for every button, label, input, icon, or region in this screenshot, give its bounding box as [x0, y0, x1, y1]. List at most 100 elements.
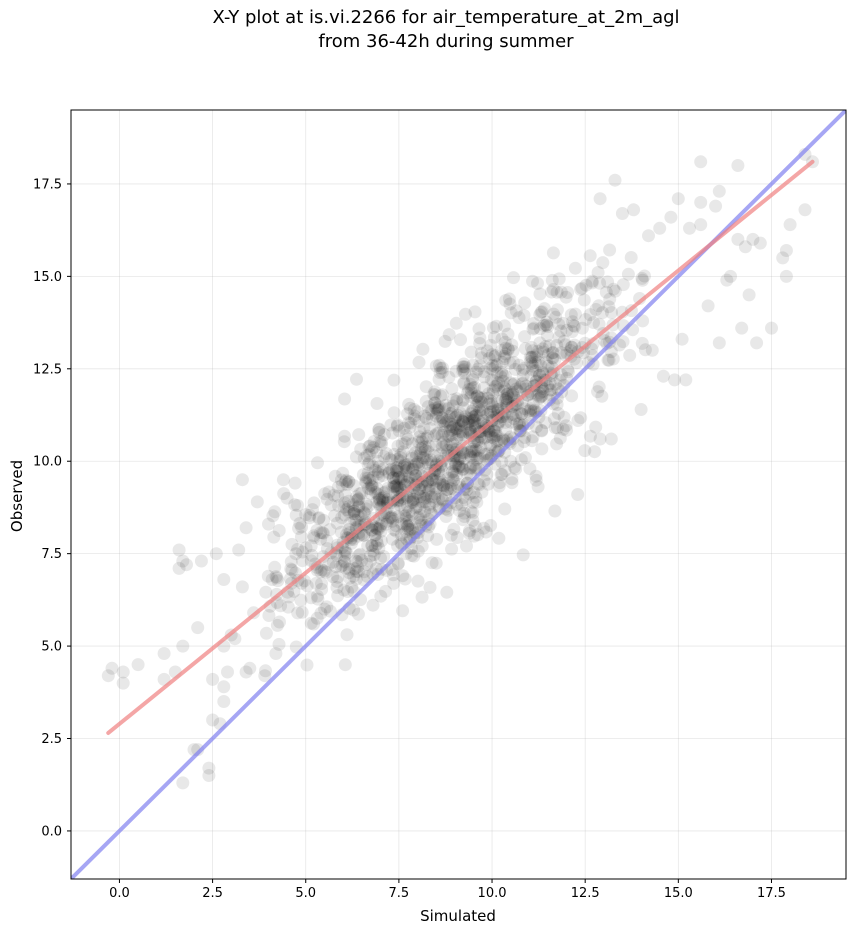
data-point: [338, 488, 352, 502]
data-point: [470, 495, 484, 509]
data-point: [419, 491, 433, 505]
data-point: [421, 429, 435, 443]
data-point: [350, 494, 364, 507]
data-point: [359, 471, 373, 485]
y-axis-ticks: 0.0 2.5 5.0 7.5 10.0 12.5 15.0 17.5: [33, 177, 71, 839]
data-point: [268, 560, 282, 574]
data-point: [498, 464, 512, 478]
data-point: [565, 325, 579, 339]
data-point: [407, 492, 421, 506]
data-point: [384, 418, 398, 432]
data-point: [486, 399, 500, 413]
data-point: [399, 464, 413, 478]
data-point: [394, 448, 408, 462]
data-point: [533, 322, 547, 336]
data-point: [515, 407, 529, 421]
data-point: [425, 403, 439, 417]
x-tick-label: 5.0: [295, 886, 316, 901]
data-point: [694, 195, 708, 209]
data-point: [314, 532, 328, 546]
data-point: [517, 361, 531, 375]
data-point: [550, 285, 564, 299]
data-point: [250, 495, 264, 509]
data-point: [701, 299, 715, 313]
data-point: [402, 416, 416, 430]
data-point: [466, 458, 480, 472]
data-point: [432, 426, 446, 440]
data-point: [424, 490, 438, 504]
data-point: [368, 540, 382, 553]
y-tick-label: 15.0: [33, 270, 62, 285]
data-point: [579, 313, 593, 326]
data-point: [401, 432, 415, 446]
data-point: [507, 460, 521, 474]
data-point: [531, 344, 545, 358]
data-point: [505, 472, 519, 486]
data-point: [546, 351, 560, 365]
data-point: [435, 478, 449, 491]
data-point: [595, 389, 609, 403]
data-point: [398, 459, 412, 472]
data-point: [507, 271, 520, 285]
data-point: [362, 440, 376, 454]
data-point: [588, 445, 602, 459]
data-point: [469, 461, 483, 475]
data-point: [731, 159, 745, 172]
data-point: [338, 554, 351, 568]
data-point: [473, 337, 487, 350]
data-point: [358, 507, 372, 521]
data-point: [484, 397, 498, 411]
data-point: [372, 460, 386, 474]
data-point: [441, 413, 455, 427]
data-point: [445, 436, 459, 450]
data-point: [379, 517, 393, 531]
data-point: [406, 462, 420, 476]
data-point: [490, 435, 504, 449]
data-point: [271, 574, 285, 588]
data-point: [464, 407, 478, 421]
data-point: [450, 531, 464, 544]
data-point: [492, 479, 506, 493]
data-point: [543, 377, 557, 391]
data-point: [564, 308, 578, 322]
data-point: [398, 572, 412, 586]
data-point: [349, 554, 363, 568]
data-point: [504, 454, 518, 468]
data-point: [413, 502, 427, 515]
data-point: [409, 449, 423, 463]
data-point: [376, 493, 390, 507]
data-point: [392, 471, 406, 485]
data-point: [312, 511, 326, 525]
data-point: [645, 343, 659, 357]
data-point: [473, 404, 487, 418]
data-point: [534, 359, 548, 373]
data-point: [406, 463, 419, 476]
data-point: [487, 424, 501, 438]
data-point: [371, 487, 385, 501]
data-point: [457, 360, 471, 374]
data-point: [402, 397, 416, 411]
data-point: [559, 290, 573, 304]
data-point: [472, 322, 486, 336]
data-point: [465, 410, 479, 424]
data-point: [533, 287, 547, 301]
data-point: [587, 316, 600, 329]
data-point: [314, 526, 328, 540]
data-point: [516, 363, 530, 377]
data-point: [430, 481, 444, 495]
data-point: [561, 365, 575, 379]
data-point: [349, 513, 363, 527]
data-point: [607, 282, 620, 296]
data-point: [376, 469, 390, 483]
data-point: [357, 451, 371, 465]
data-point: [444, 528, 458, 542]
data-point: [433, 366, 447, 380]
data-point: [504, 415, 518, 429]
data-point: [556, 316, 570, 330]
data-point: [546, 346, 560, 360]
data-point: [529, 364, 543, 378]
chart-title-line-1: X-Y plot at is.vi.2266 for air_temperatu…: [212, 7, 680, 28]
data-point: [493, 476, 507, 490]
data-point: [352, 548, 366, 562]
data-point: [418, 444, 432, 458]
